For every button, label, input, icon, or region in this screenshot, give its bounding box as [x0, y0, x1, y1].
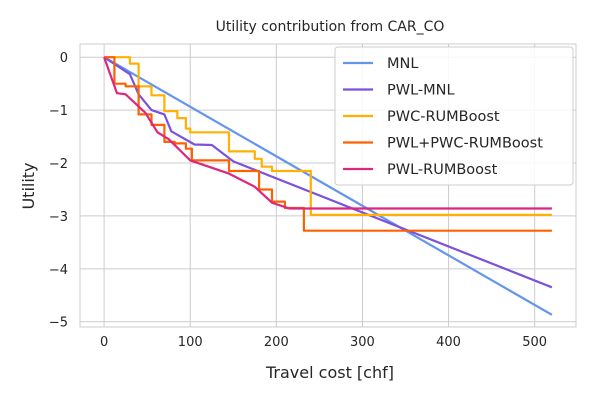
- y-tick-label: −5: [49, 316, 68, 331]
- x-tick-label: 300: [350, 335, 375, 350]
- x-tick-labels: 0 100 200 300 400 500: [100, 335, 547, 350]
- legend-box: [334, 46, 574, 186]
- y-tick-label: −4: [49, 263, 68, 278]
- y-tick-labels: 0 −1 −2 −3 −4 −5: [49, 51, 68, 330]
- series-line-2: [104, 56, 552, 216]
- chart-title: Utility contribution from CAR_CO: [216, 19, 445, 35]
- x-axis-label: Travel cost [chf]: [265, 363, 394, 382]
- x-tick-label: 0: [100, 335, 108, 350]
- x-tick-label: 400: [436, 335, 461, 350]
- y-tick-label: −1: [49, 104, 68, 119]
- legend-label: PWL-MNL: [387, 83, 455, 99]
- series-lines: [103, 56, 553, 316]
- y-tick-label: 0: [60, 51, 68, 66]
- legend-label: PWL-RUMBoost: [387, 162, 498, 178]
- y-tick-label: −3: [49, 210, 68, 225]
- x-tick-label: 200: [264, 335, 289, 350]
- legend-label: PWC-RUMBoost: [387, 109, 500, 125]
- legend: MNL PWL-MNL PWC-RUMBoost PWL+PWC-RUMBoost PW…: [334, 46, 574, 186]
- legend-label: MNL: [387, 56, 418, 72]
- legend-label: PWL+PWC-RUMBoost: [387, 136, 543, 152]
- series-line-1: [103, 56, 553, 289]
- y-axis-label: Utility: [19, 162, 38, 209]
- series-line-4: [103, 56, 552, 210]
- x-tick-label: 100: [178, 335, 203, 350]
- plot-frame: [79, 43, 577, 328]
- x-tick-label: 500: [522, 335, 547, 350]
- series-line-3: [104, 56, 552, 232]
- series-line-0: [103, 56, 553, 316]
- y-tick-label: −2: [49, 157, 68, 172]
